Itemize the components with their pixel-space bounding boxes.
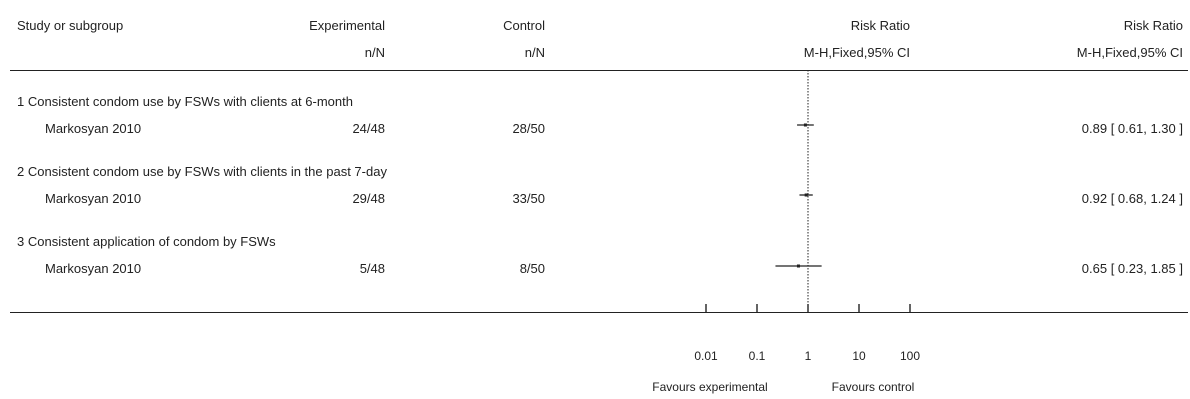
axis-tick-label: 10 — [852, 349, 866, 363]
header-experimental-sub: n/N — [364, 45, 385, 60]
axis-tick-label: 0.01 — [694, 349, 718, 363]
header-experimental: Experimental — [309, 18, 385, 33]
header-study: Study or subgroup — [17, 18, 124, 33]
control-value-1: 28/50 — [512, 121, 545, 136]
study-name-1: Markosyan 2010 — [45, 121, 142, 136]
point-estimate — [803, 123, 807, 127]
header-control: Control — [503, 18, 545, 33]
ci-text-3: 0.65 [ 0.23, 1.85 ] — [1081, 261, 1183, 276]
control-value-2: 33/50 — [512, 191, 545, 206]
ci-text-2: 0.92 [ 0.68, 1.24 ] — [1081, 191, 1183, 206]
axis-tick-label: 0.1 — [749, 349, 766, 363]
study-name-3: Markosyan 2010 — [45, 261, 142, 276]
header-risk-ratio-text: Risk Ratio — [1123, 18, 1183, 33]
axis-tick-label: 100 — [900, 349, 920, 363]
favours-experimental-label: Favours experimental — [652, 380, 768, 394]
axis-tick-label: 1 — [805, 349, 812, 363]
point-estimate — [804, 193, 808, 197]
experimental-value-3: 5/48 — [359, 261, 385, 276]
header-risk-ratio-text-sub: M-H,Fixed,95% CI — [1076, 45, 1183, 60]
header-rule — [10, 70, 1188, 71]
experimental-value-1: 24/48 — [352, 121, 385, 136]
footer-rule — [10, 312, 1188, 313]
study-name-2: Markosyan 2010 — [45, 191, 142, 206]
control-value-3: 8/50 — [519, 261, 545, 276]
favours-control-label: Favours control — [831, 380, 915, 394]
header-risk-ratio-plot-sub: M-H,Fixed,95% CI — [803, 45, 910, 60]
subgroup-title-1: 1 Consistent condom use by FSWs with cli… — [17, 94, 353, 109]
point-estimate — [796, 264, 800, 268]
experimental-value-2: 29/48 — [352, 191, 385, 206]
header-risk-ratio-plot: Risk Ratio — [850, 18, 910, 33]
subgroup-title-3: 3 Consistent application of condom by FS… — [17, 234, 276, 249]
ci-text-1: 0.89 [ 0.61, 1.30 ] — [1081, 121, 1183, 136]
header-control-sub: n/N — [524, 45, 545, 60]
subgroup-title-2: 2 Consistent condom use by FSWs with cli… — [17, 164, 387, 179]
